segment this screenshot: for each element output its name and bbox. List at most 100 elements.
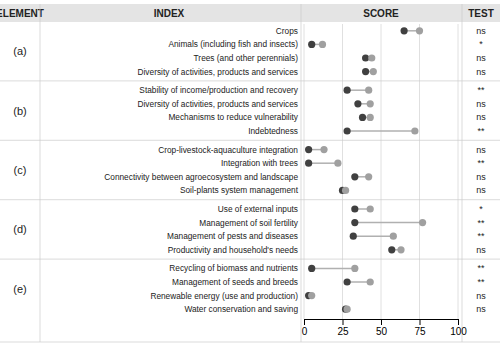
tick-mark (304, 319, 305, 325)
row-label: Crop-livestock-aquaculture integration (158, 145, 298, 155)
tick: 50 (376, 319, 388, 337)
row-label: Management of soil fertility (199, 218, 299, 228)
row-label: Connectivity between agroecosystem and l… (104, 172, 298, 182)
row-label: Productivity and household's needs (168, 245, 298, 255)
connector (309, 162, 338, 164)
dot (367, 278, 374, 285)
test-label: ns (476, 185, 486, 195)
test-label: ns (476, 291, 486, 301)
connector (347, 130, 415, 132)
column-header: SCORE (363, 8, 399, 19)
dot (365, 173, 372, 180)
row-label: Trees (and other perennials) (194, 53, 299, 63)
tick: 0 (302, 319, 308, 337)
test-label: * (479, 204, 483, 214)
group-label: (c) (14, 164, 27, 176)
dot (308, 41, 315, 48)
test-label: ns (476, 172, 486, 182)
tick: 25 (337, 319, 349, 337)
grid-line (458, 24, 459, 319)
test-label: ** (477, 277, 485, 287)
dot (419, 219, 426, 226)
row-label: Animals (including fish and insects) (168, 39, 298, 49)
tick-label: 0 (302, 326, 308, 337)
dot (351, 173, 358, 180)
row-label: Water conservation and saving (184, 304, 298, 314)
test-label: ns (476, 99, 486, 109)
bottom-border (0, 342, 500, 343)
row-label: Integration with trees (221, 158, 298, 168)
tick-mark (458, 319, 459, 325)
row-label: Mechanisms to reduce vulnerability (168, 112, 298, 122)
dot (319, 41, 326, 48)
tick-label: 25 (337, 326, 349, 337)
dot (342, 187, 349, 194)
dot (367, 205, 374, 212)
group-label: (a) (13, 45, 26, 57)
dot (388, 246, 395, 253)
group-separator (0, 80, 500, 81)
dot (362, 68, 369, 75)
test-label: ** (477, 218, 485, 228)
column-header: ELEMENT (0, 8, 44, 19)
dot (305, 146, 312, 153)
dot (320, 146, 327, 153)
test-label: ** (477, 126, 485, 136)
grid-line (342, 24, 343, 319)
test-label: ** (477, 85, 485, 95)
test-label: ns (476, 67, 486, 77)
connector (353, 235, 393, 237)
grid-line (304, 24, 305, 319)
dot (308, 265, 315, 272)
group-label: (d) (13, 223, 26, 235)
dot (370, 68, 377, 75)
dot (351, 205, 358, 212)
dot (305, 160, 312, 167)
test-label: ns (476, 245, 486, 255)
column-separator (462, 4, 463, 342)
row-label: Stability of income/production and recov… (139, 85, 298, 95)
test-label: ** (477, 158, 485, 168)
row-label: Management of pests and diseases (167, 231, 298, 241)
dot (367, 114, 374, 121)
grid-line (381, 24, 382, 319)
marks (305, 27, 426, 313)
row-label: Management of seeds and breeds (172, 277, 298, 287)
x-axis: 0 25 50 75 100 (302, 319, 468, 337)
test-label: ** (477, 231, 485, 241)
axis-line (305, 320, 459, 326)
group-separator (0, 140, 500, 141)
dot (416, 27, 423, 34)
dot (350, 233, 357, 240)
connector (355, 222, 423, 224)
header-background (0, 4, 500, 22)
dot (401, 27, 408, 34)
column-header: INDEX (154, 8, 185, 19)
group-label: (e) (13, 283, 26, 295)
tick: 100 (450, 319, 467, 337)
dot (334, 160, 341, 167)
row-label: Crops (276, 26, 298, 36)
row-label: Soil-plants system management (180, 185, 299, 195)
row-label: Renewable energy (use and production) (150, 291, 298, 301)
dot (411, 127, 418, 134)
test-label: ns (476, 145, 486, 155)
grid-line (419, 24, 420, 319)
column-header: TEST (468, 8, 494, 19)
dot (344, 278, 351, 285)
column-separator (40, 4, 41, 342)
group-label: (b) (13, 105, 26, 117)
test-label: ns (476, 304, 486, 314)
dot (368, 54, 375, 61)
column-separator (301, 4, 302, 342)
tick-mark (420, 319, 421, 325)
dot (344, 127, 351, 134)
test-label: ** (477, 263, 485, 273)
dot (397, 246, 404, 253)
tick-label: 75 (414, 326, 426, 337)
tick: 75 (414, 319, 426, 337)
dot (354, 100, 361, 107)
chart: ELEMENT INDEX SCORE TEST (a) (b) (c) (d) (e) Crop… (0, 0, 500, 346)
dot (344, 87, 351, 94)
dot (365, 87, 372, 94)
